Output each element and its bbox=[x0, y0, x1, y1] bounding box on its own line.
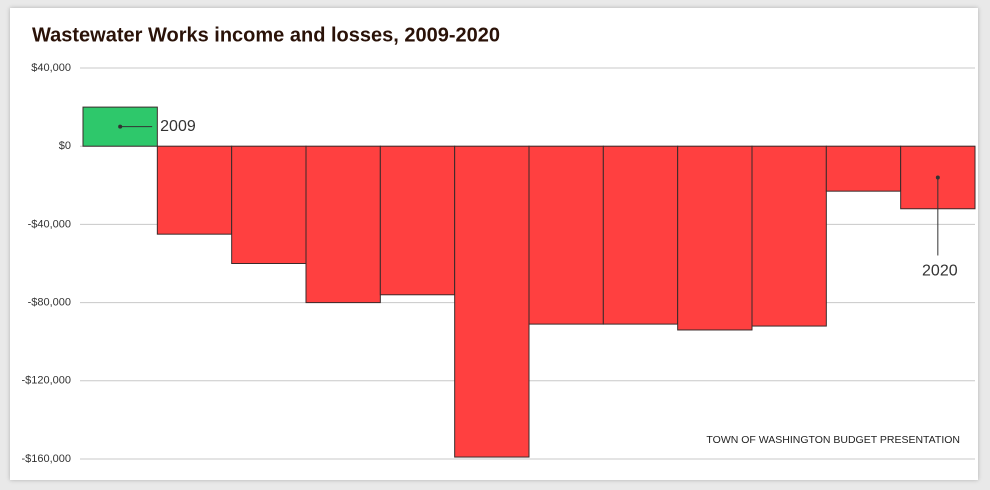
bar bbox=[454, 145, 530, 458]
bar bbox=[379, 145, 456, 296]
y-tick-label: -$160,000 bbox=[21, 453, 71, 465]
bar bbox=[677, 145, 753, 331]
y-tick-label: -$80,000 bbox=[28, 297, 71, 309]
bar bbox=[528, 145, 604, 325]
chart-title: Wastewater Works income and losses, 2009… bbox=[32, 24, 500, 46]
bar bbox=[602, 145, 679, 325]
y-tick-label: $40,000 bbox=[31, 62, 71, 74]
bar bbox=[156, 145, 233, 235]
source-note: TOWN OF WASHINGTON BUDGET PRESENTATION bbox=[706, 434, 960, 446]
bar bbox=[825, 145, 902, 192]
bar bbox=[231, 145, 307, 264]
bar bbox=[751, 145, 827, 327]
bar bbox=[305, 145, 381, 304]
y-tick-label: -$120,000 bbox=[21, 375, 71, 387]
y-tick-label: -$40,000 bbox=[28, 218, 71, 230]
annotation-label: 2020 bbox=[922, 263, 958, 280]
y-tick-label: $0 bbox=[59, 140, 71, 152]
annotation-label: 2009 bbox=[160, 118, 196, 135]
